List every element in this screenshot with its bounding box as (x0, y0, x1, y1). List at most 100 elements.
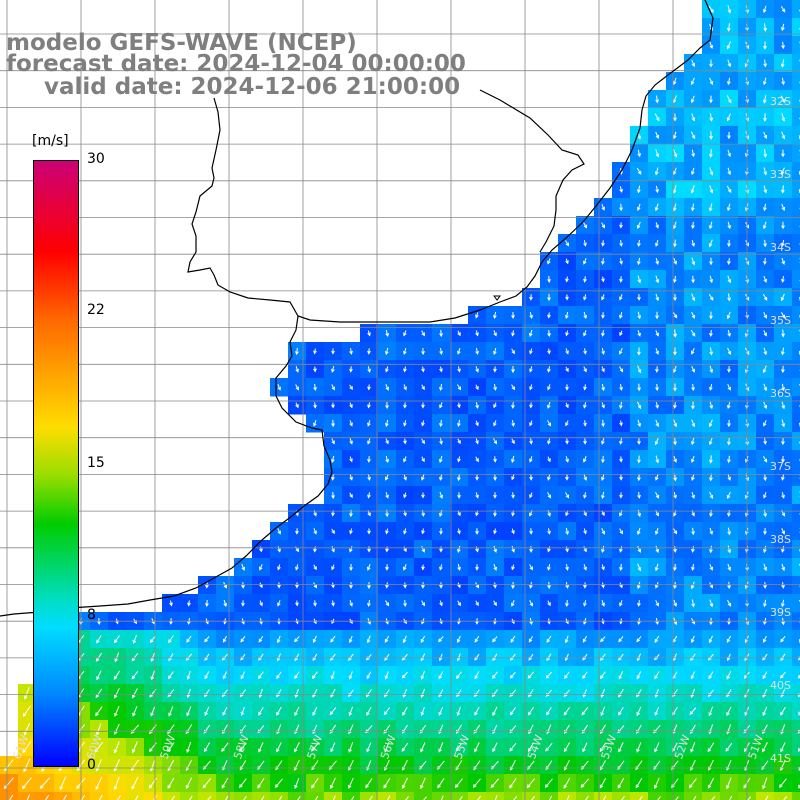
wind-arrow (762, 653, 768, 661)
wind-arrow-head (655, 279, 660, 284)
wind-arrow-head (547, 476, 551, 481)
wind-cell (792, 540, 800, 559)
wind-arrow-head (241, 602, 245, 607)
wind-arrow-head (601, 459, 605, 464)
wind-arrow-head (743, 729, 748, 734)
wind-arrow-head (565, 260, 569, 265)
wind-arrow (167, 759, 175, 771)
wind-arrow-head (727, 260, 731, 265)
wind-arrow-head (294, 694, 299, 699)
wind-arrow-head (619, 584, 623, 589)
wind-arrow-head (383, 711, 388, 716)
wind-arrow (583, 689, 587, 697)
wind-arrow-head (672, 135, 677, 140)
wind-arrow-head (691, 350, 695, 355)
wind-arrow-head (529, 512, 533, 517)
wind-arrow (673, 365, 677, 373)
wind-arrow-head (403, 368, 407, 373)
wind-arrow (727, 275, 731, 283)
wind-arrow-head (563, 748, 568, 753)
wind-arrow (691, 293, 695, 301)
wind-arrow (726, 724, 732, 734)
wind-arrow (276, 706, 282, 716)
wind-arrow-head (655, 476, 659, 481)
wind-arrow (780, 6, 786, 12)
wind-arrow-head (763, 584, 767, 589)
wind-arrow (296, 347, 298, 355)
wind-arrow-head (385, 494, 389, 499)
wind-arrow-head (439, 404, 443, 409)
wind-arrow-head (240, 638, 245, 643)
wind-arrow-head (583, 602, 587, 607)
wind-arrow-head (420, 693, 425, 699)
wind-arrow (726, 689, 732, 697)
wind-arrow (689, 707, 697, 715)
wind-arrow-head (168, 639, 172, 644)
wind-arrow-head (403, 332, 407, 337)
wind-arrow-head (583, 440, 587, 445)
wind-arrow-head (691, 423, 696, 428)
wind-arrow-head (655, 332, 659, 337)
wind-arrow-head (601, 423, 605, 428)
wind-arrow-head (781, 512, 786, 517)
wind-arrow-head (797, 674, 800, 679)
wind-arrow-head (385, 459, 390, 464)
wind-arrow-head (726, 495, 731, 500)
wind-arrow-head (475, 548, 479, 553)
wind-arrow-head (349, 440, 353, 445)
wind-arrow (599, 742, 607, 752)
wind-arrow-head (691, 63, 696, 68)
wind-cell (702, 792, 721, 800)
wind-arrow-head (114, 712, 118, 717)
wind-arrow-head (529, 494, 533, 499)
wind-arrow-head (421, 620, 425, 625)
wind-arrow-head (637, 369, 642, 374)
wind-arrow (348, 741, 354, 753)
wind-arrow-head (295, 548, 299, 553)
wind-cell (792, 126, 800, 145)
wind-arrow-head (583, 422, 587, 427)
wind-cell (792, 414, 800, 433)
wind-arrow-head (673, 567, 677, 572)
wind-arrow (618, 653, 624, 661)
wind-arrow-head (313, 404, 317, 409)
wind-arrow (81, 794, 86, 800)
wind-arrow-head (385, 513, 389, 518)
wind-arrow-head (727, 153, 732, 158)
wind-arrow-head (367, 602, 371, 607)
wind-arrow-head (511, 512, 515, 517)
wind-arrow-head (311, 784, 315, 789)
wind-arrow (276, 724, 282, 734)
wind-arrow-head (637, 494, 641, 499)
wind-arrow-head (509, 729, 514, 734)
wind-cell (774, 792, 793, 800)
wind-arrow-head (691, 603, 696, 608)
wind-arrow-head (366, 748, 370, 753)
wind-arrow (528, 635, 534, 643)
wind-arrow (96, 723, 102, 735)
wind-arrow-head (493, 422, 497, 427)
wind-arrow-head (691, 387, 695, 392)
wind-arrow-head (691, 242, 695, 247)
wind-arrow-head (600, 675, 604, 680)
wind-arrow-head (511, 369, 515, 374)
wind-arrow-head (727, 243, 731, 248)
wind-arrow-head (545, 674, 550, 679)
wind-arrow-head (493, 368, 497, 373)
wind-arrow (258, 635, 264, 643)
wind-arrow-head (420, 711, 425, 716)
wind-arrow-head (691, 135, 696, 140)
wind-cell (792, 234, 800, 253)
wind-arrow-head (132, 639, 137, 644)
wind-arrow-head (438, 748, 442, 753)
wind-cell (792, 36, 800, 55)
wind-arrow (4, 777, 14, 789)
wind-arrow-head (493, 620, 497, 625)
wind-arrow (564, 742, 570, 752)
wind-arrow-head (150, 676, 155, 681)
wind-arrow-head (313, 422, 317, 427)
wind-cell (126, 792, 145, 800)
wind-arrow-head (277, 530, 281, 535)
wind-arrow (600, 688, 606, 698)
wind-arrow (637, 419, 641, 427)
